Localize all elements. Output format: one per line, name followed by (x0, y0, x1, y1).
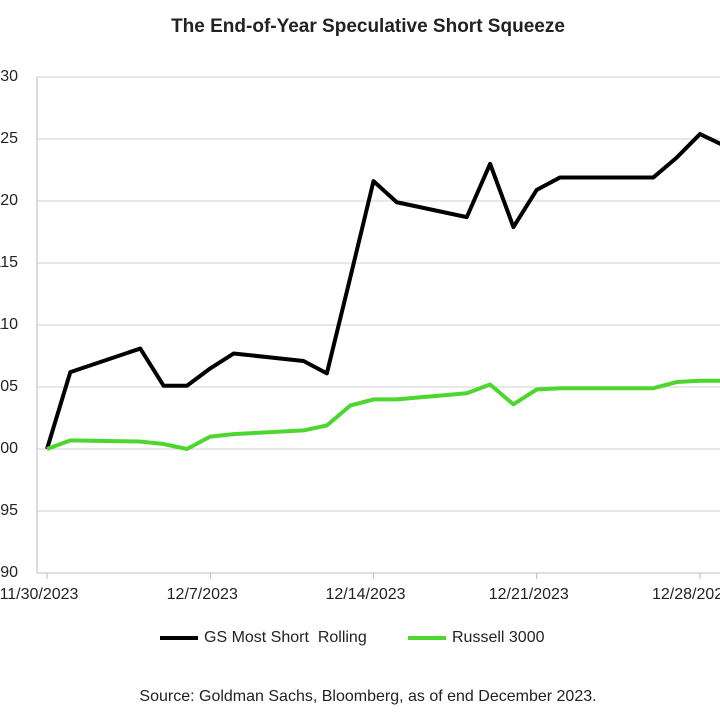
x-tick-label: 12/14/2023 (325, 586, 405, 603)
y-tick-label: 90 (0, 564, 18, 581)
x-tick-label: 12/21/2023 (489, 586, 569, 603)
y-tick-label: 105 (0, 378, 18, 395)
x-tick-label: 12/28/2023 (652, 586, 720, 603)
chart-title: The End-of-Year Speculative Short Squeez… (171, 16, 565, 37)
legend-label: GS Most Short Rolling (204, 629, 367, 646)
x-tick-label: 12/7/2023 (167, 586, 238, 603)
source-note: Source: Goldman Sachs, Bloomberg, as of … (139, 688, 596, 705)
y-tick-label: 95 (0, 502, 18, 519)
legend-label: Russell 3000 (452, 629, 545, 646)
series-line (45, 132, 720, 450)
y-tick-label: 110 (0, 316, 18, 333)
y-tick-label: 100 (0, 440, 18, 457)
y-tick-label: 125 (0, 130, 18, 147)
y-tick-label: 130 (0, 68, 18, 85)
y-tick-label: 120 (0, 192, 18, 209)
x-tick-label: 11/30/2023 (0, 586, 79, 603)
y-tick-label: 115 (0, 254, 18, 271)
series-line (46, 378, 720, 451)
